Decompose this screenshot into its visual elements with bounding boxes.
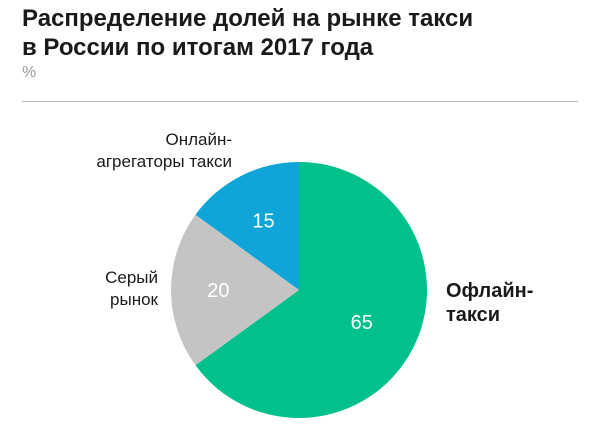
chart-title: Распределение долей на рынке такси в Рос… bbox=[22, 4, 582, 62]
pie-slice bbox=[195, 162, 299, 290]
chart-title-line-1: Распределение долей на рынке такси bbox=[22, 5, 474, 32]
slice-value-label: 65 bbox=[351, 312, 373, 334]
pie-slice bbox=[195, 162, 427, 419]
slice-labels: Офлайн-такси Серый рынок Онлайн-агрегаторы … bbox=[96, 130, 533, 326]
unit-label: % bbox=[22, 64, 37, 81]
slice-value-label: 20 bbox=[207, 280, 229, 302]
chart-title-line-2: в России по итогам 2017 года bbox=[22, 34, 374, 61]
slice-category-label: Онлайн-агрегаторы такси bbox=[96, 130, 232, 171]
slice-values: 65 20 15 bbox=[207, 210, 373, 334]
slice-category-label: Офлайн-такси bbox=[446, 280, 533, 326]
pie-slices bbox=[171, 162, 427, 419]
pie-slice bbox=[171, 214, 299, 366]
slice-category-label: Серый рынок bbox=[105, 268, 158, 309]
slice-value-label: 15 bbox=[252, 210, 274, 232]
title-divider bbox=[22, 101, 578, 102]
